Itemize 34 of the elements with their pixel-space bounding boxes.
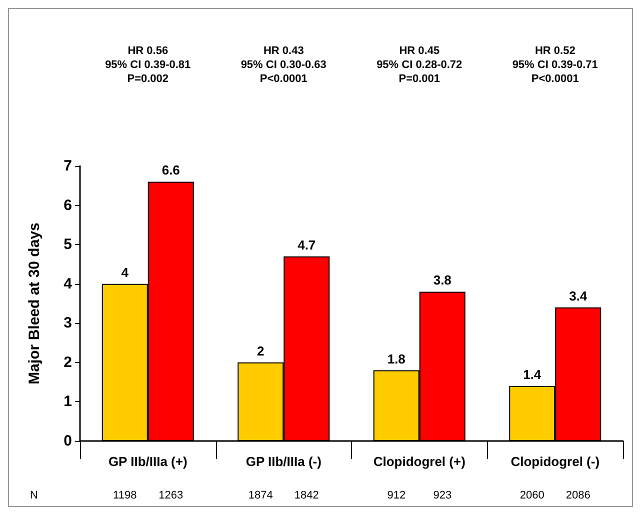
data-label: 4.7	[298, 237, 316, 252]
text: 1198	[113, 490, 137, 502]
text: N	[30, 490, 38, 502]
x-tick-label: Clopidogrel (+)	[373, 454, 466, 469]
data-label: 1.4	[523, 367, 542, 382]
y-tick-label: 4	[64, 275, 73, 292]
x-tick-label: GP IIb/IIIa (-)	[246, 454, 322, 469]
data-label: 6.6	[162, 162, 180, 178]
y-tick-label: 6	[64, 196, 72, 214]
text: HR 0.43 95% CI 0.30-0.63 P<0.0001	[240, 45, 326, 85]
data-label: 2	[257, 343, 264, 358]
y-tick-label: 1	[64, 393, 72, 410]
text: 912	[387, 490, 406, 502]
y-tick-label: 7	[64, 158, 72, 174]
data-label: 3.4	[569, 288, 588, 304]
y-axis-title: Major Bleed at 30 days	[26, 222, 43, 384]
text: 923	[433, 490, 452, 502]
data-label: 3.8	[433, 272, 452, 288]
y-tick-label: 2	[64, 354, 72, 371]
y-tick-label: 0	[64, 432, 72, 450]
text: 1842	[294, 490, 319, 502]
data-label: 1.8	[387, 351, 406, 366]
x-tick-label: GP IIb/IIIa (+)	[108, 454, 188, 469]
text: 2086	[566, 490, 590, 502]
y-tick-label: 5	[64, 236, 72, 254]
text: HR 0.52 95% CI 0.39-0.71 P<0.0001	[512, 45, 598, 85]
text: 2060	[520, 490, 544, 502]
text: HR 0.56 95% CI 0.39-0.81 P=0.002	[105, 45, 191, 85]
y-tick-label: 3	[64, 314, 72, 332]
text: HR 0.45 95% CI 0.28-0.72 P=0.001	[376, 45, 462, 85]
text: 1263	[158, 490, 184, 502]
data-label: 4	[121, 264, 130, 280]
x-tick-label: Clopidogrel (-)	[510, 454, 600, 469]
text: 1874	[248, 490, 273, 502]
